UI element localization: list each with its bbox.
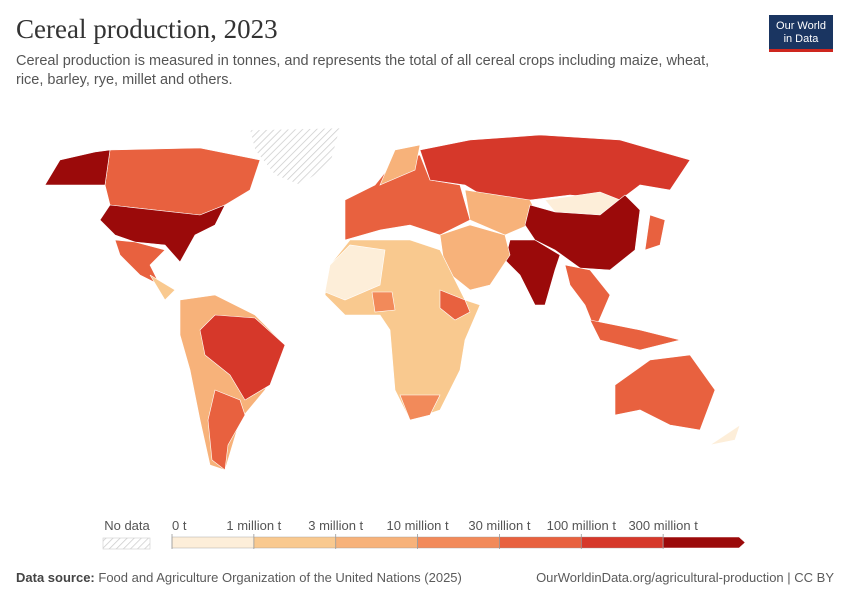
region[interactable] (504, 239, 561, 306)
region[interactable] (99, 204, 226, 263)
legend-swatch (417, 536, 500, 549)
region[interactable] (379, 144, 421, 186)
region[interactable] (44, 149, 111, 186)
region[interactable] (207, 389, 246, 471)
region[interactable] (371, 291, 396, 313)
legend-swatch (662, 536, 746, 549)
legend-label: 3 million t (308, 518, 363, 533)
legend: No data 0 t 1 million t 3 million t 10 mill… (102, 518, 746, 550)
legend-label: 300 million t (628, 518, 698, 533)
legend-label: 0 t (172, 518, 187, 533)
logo[interactable]: Our World in Data (769, 15, 833, 52)
source-text: Food and Agriculture Organization of the… (98, 570, 462, 585)
region[interactable] (709, 424, 741, 446)
source-label: Data source: (16, 570, 95, 585)
source: Data source: Food and Agriculture Organi… (16, 570, 462, 585)
region[interactable] (399, 394, 441, 421)
region[interactable] (199, 314, 286, 401)
region[interactable] (564, 264, 611, 331)
logo-text: Our World (776, 20, 826, 32)
region[interactable] (344, 154, 471, 241)
url[interactable]: OurWorldinData.org/agricultural-producti… (536, 570, 834, 585)
legend-no-data-swatch (102, 537, 151, 550)
region[interactable] (104, 147, 261, 216)
region[interactable] (149, 274, 176, 301)
region[interactable] (249, 127, 341, 186)
region[interactable] (524, 194, 641, 271)
legend-swatch (335, 536, 418, 549)
region[interactable] (324, 244, 386, 301)
title: Cereal production, 2023 (16, 14, 278, 44)
region[interactable] (644, 214, 666, 251)
region[interactable] (439, 289, 471, 321)
legend-label: 1 million t (226, 518, 281, 533)
region[interactable] (464, 189, 541, 236)
region[interactable] (419, 134, 691, 201)
legend-label: 100 million t (547, 518, 617, 533)
legend-no-data-label: No data (104, 518, 150, 533)
logo-text: in Data (783, 33, 819, 45)
region[interactable] (114, 239, 166, 286)
legend-label: 10 million t (387, 518, 450, 533)
legend-swatch (581, 536, 664, 549)
legend-swatch (253, 536, 336, 549)
subtitle: Cereal production is measured in tonnes,… (16, 53, 710, 88)
region[interactable] (589, 319, 681, 351)
region[interactable] (614, 354, 716, 431)
legend-swatch (171, 536, 255, 549)
legend-swatch (499, 536, 582, 549)
countries (44, 127, 741, 471)
legend-label: 30 million t (468, 518, 531, 533)
